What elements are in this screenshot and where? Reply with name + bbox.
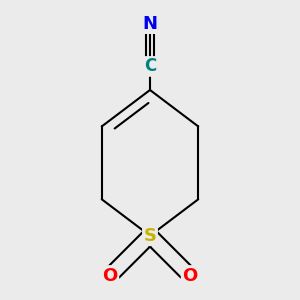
Text: O: O (182, 267, 197, 285)
Text: O: O (103, 267, 118, 285)
Text: S: S (143, 227, 157, 245)
Text: N: N (142, 15, 158, 33)
Text: C: C (144, 57, 156, 75)
